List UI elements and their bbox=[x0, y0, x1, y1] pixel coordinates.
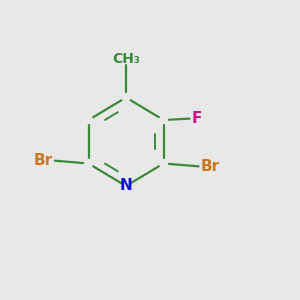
Text: F: F bbox=[192, 111, 202, 126]
Text: N: N bbox=[120, 178, 132, 194]
Text: CH₃: CH₃ bbox=[112, 52, 140, 65]
Text: Br: Br bbox=[201, 159, 220, 174]
Text: Br: Br bbox=[33, 153, 52, 168]
